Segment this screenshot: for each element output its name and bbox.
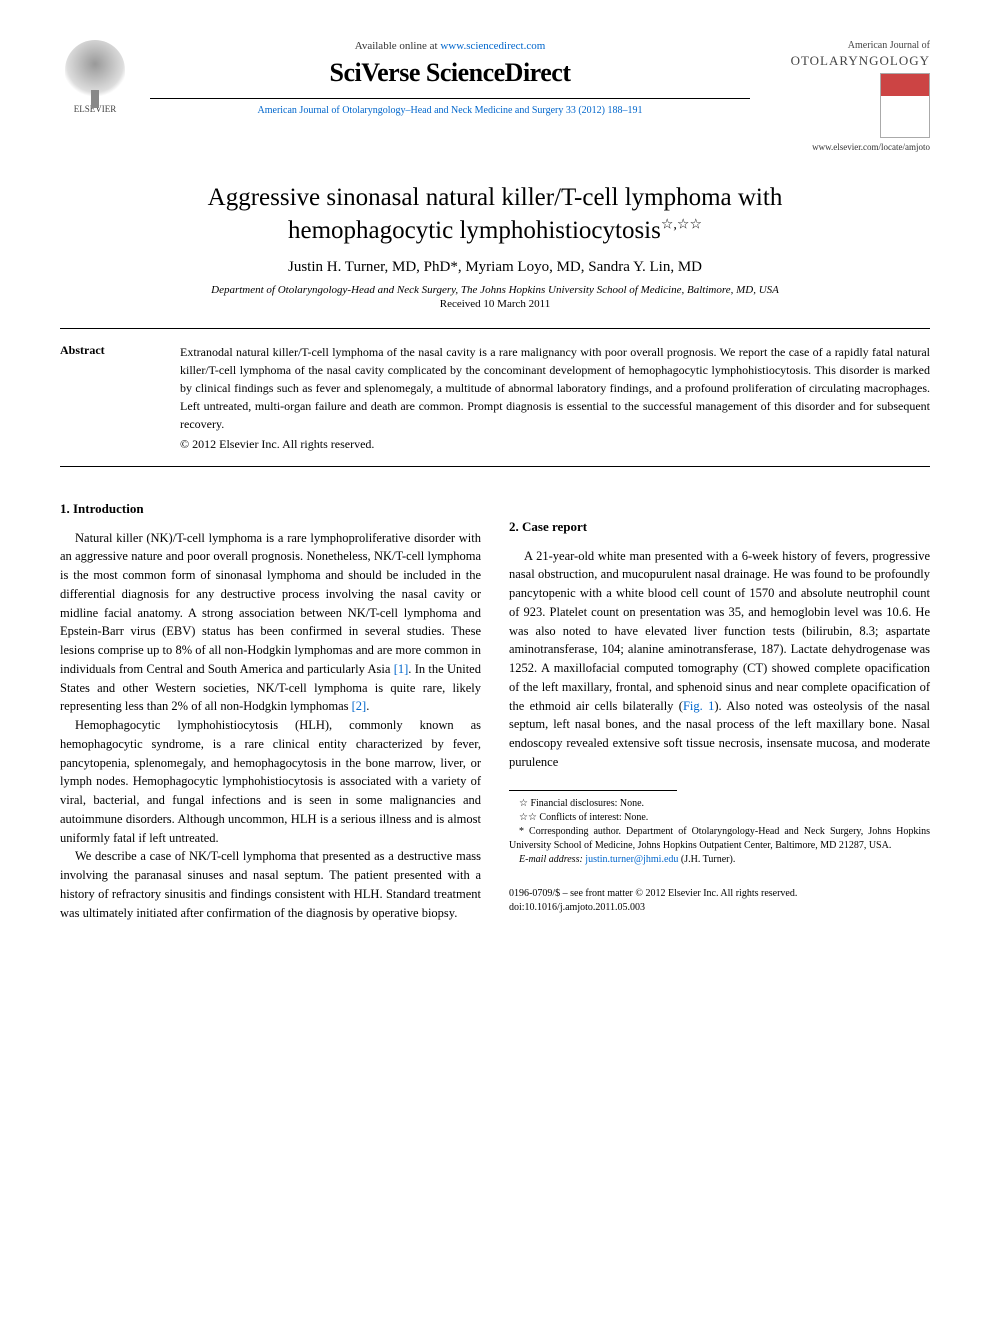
email-link[interactable]: justin.turner@jhmi.edu	[585, 854, 678, 865]
abstract-text: Extranodal natural killer/T-cell lymphom…	[180, 343, 930, 433]
title-footnote-marks: ☆,☆☆	[661, 217, 702, 232]
section-heading-intro: 1. Introduction	[60, 499, 481, 519]
intro-paragraph-3: We describe a case of NK/T-cell lymphoma…	[60, 847, 481, 922]
journal-name-line2: OTOLARYNGOLOGY	[770, 53, 930, 69]
footnote-financial: ☆ Financial disclosures: None.	[509, 797, 930, 811]
authors: Justin H. Turner, MD, PhD*, Myriam Loyo,…	[60, 259, 930, 276]
intro-paragraph-2: Hemophagocytic lymphohistiocytosis (HLH)…	[60, 716, 481, 847]
journal-reference: American Journal of Otolaryngology–Head …	[150, 105, 750, 116]
citation-2[interactable]: [2]	[352, 699, 367, 713]
footer-doi: doi:10.1016/j.amjoto.2011.05.003	[509, 901, 930, 915]
header-right: American Journal of OTOLARYNGOLOGY www.e…	[770, 40, 930, 152]
footer: 0196-0709/$ – see front matter © 2012 El…	[509, 887, 930, 915]
received-date: Received 10 March 2011	[60, 298, 930, 310]
intro-paragraph-1: Natural killer (NK)/T-cell lymphoma is a…	[60, 529, 481, 717]
abstract-block: Abstract Extranodal natural killer/T-cel…	[60, 328, 930, 467]
footnote-email: E-mail address: justin.turner@jhmi.edu (…	[509, 853, 930, 867]
locate-url: www.elsevier.com/locate/amjoto	[770, 142, 930, 152]
abstract-content: Extranodal natural killer/T-cell lymphom…	[180, 343, 930, 452]
sciencedirect-link[interactable]: www.sciencedirect.com	[440, 40, 545, 52]
journal-cover-thumbnail	[880, 73, 930, 138]
platform-name: SciVerse ScienceDirect	[150, 58, 750, 88]
page-header: ELSEVIER Available online at www.science…	[60, 40, 930, 152]
footer-copyright: 0196-0709/$ – see front matter © 2012 El…	[509, 887, 930, 901]
affiliation: Department of Otolaryngology-Head and Ne…	[60, 284, 930, 296]
abstract-copyright: © 2012 Elsevier Inc. All rights reserved…	[180, 437, 930, 452]
citation-1[interactable]: [1]	[394, 662, 409, 676]
case-paragraph-1: A 21-year-old white man presented with a…	[509, 547, 930, 772]
available-online-text: Available online at www.sciencedirect.co…	[150, 40, 750, 52]
article-body: 1. Introduction Natural killer (NK)/T-ce…	[60, 495, 930, 922]
footnote-corresponding: * Corresponding author. Department of Ot…	[509, 825, 930, 853]
header-center: Available online at www.sciencedirect.co…	[130, 40, 770, 116]
footnote-conflicts: ☆☆ Conflicts of interest: None.	[509, 811, 930, 825]
abstract-label: Abstract	[60, 343, 180, 452]
section-heading-case: 2. Case report	[509, 517, 930, 537]
figure-1-link[interactable]: Fig. 1	[683, 699, 714, 713]
publisher-logo: ELSEVIER	[60, 40, 130, 114]
elsevier-tree-icon	[65, 40, 125, 100]
header-divider	[150, 98, 750, 99]
article-title: Aggressive sinonasal natural killer/T-ce…	[100, 182, 890, 247]
journal-name-line1: American Journal of	[770, 40, 930, 51]
footnotes: ☆ Financial disclosures: None. ☆☆ Confli…	[509, 797, 930, 867]
footnotes-divider	[509, 790, 677, 791]
